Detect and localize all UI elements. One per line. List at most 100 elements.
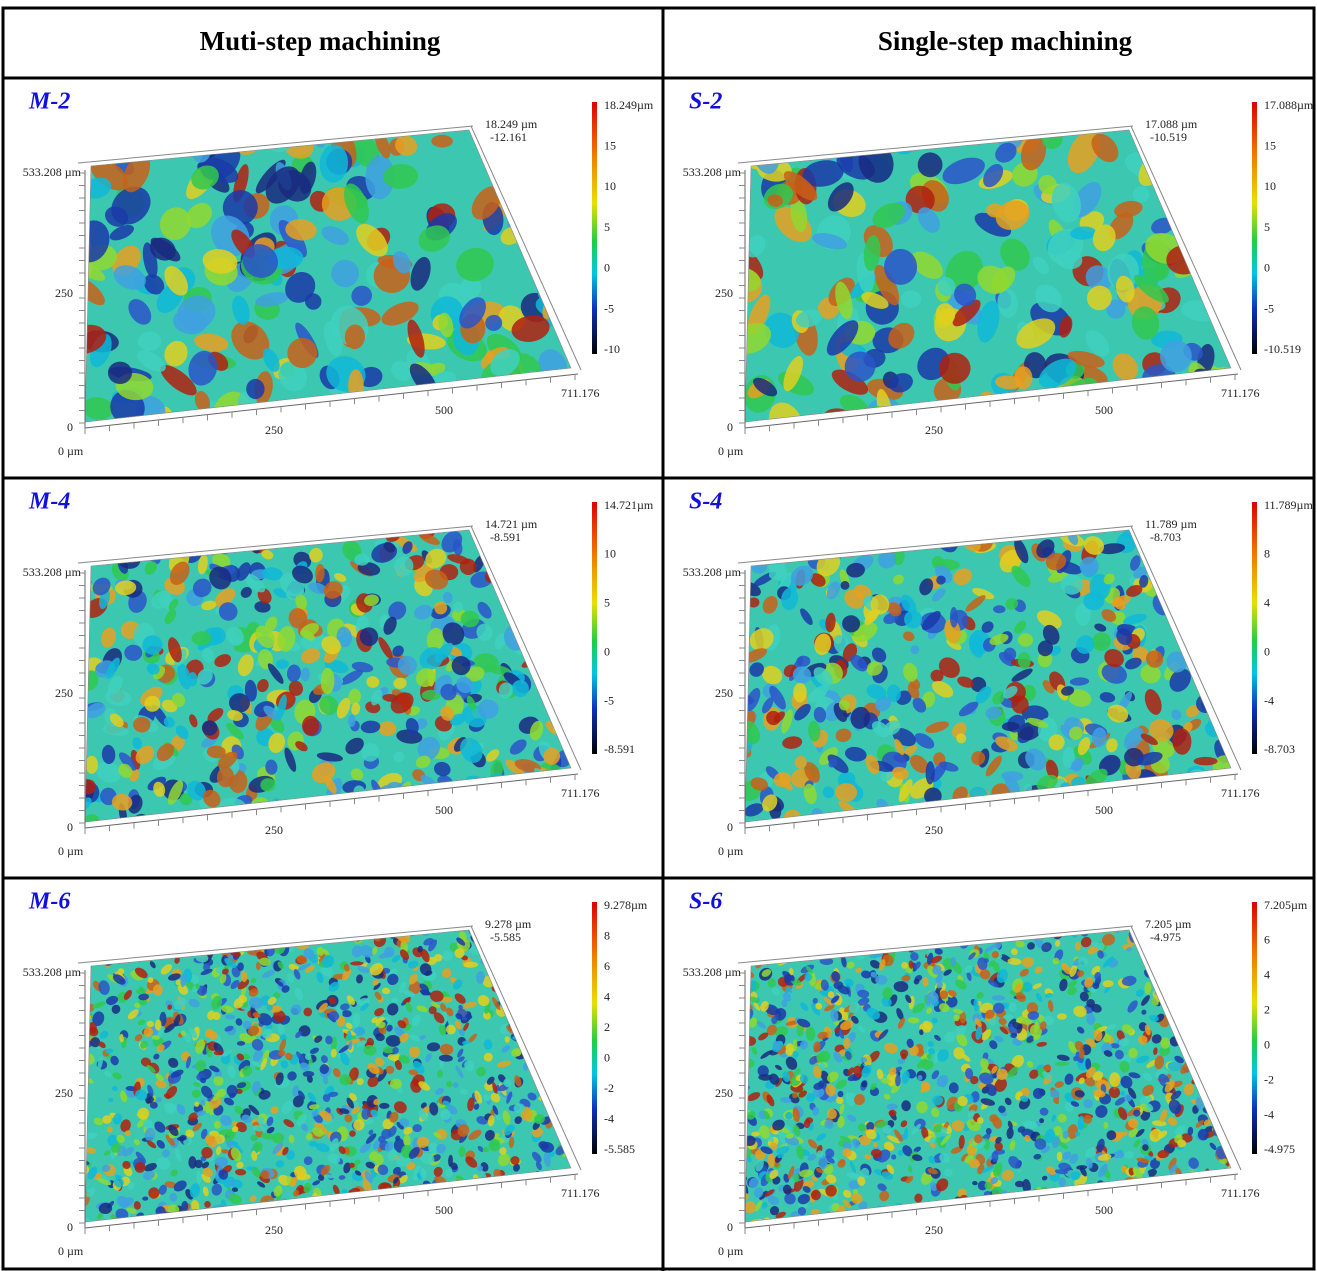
surface-feature	[150, 943, 161, 955]
surface-map	[737, 920, 1238, 1229]
surface-feature	[1223, 606, 1241, 630]
surface-feature	[496, 968, 507, 983]
surface-feature	[556, 979, 565, 989]
surface-feature	[531, 941, 543, 951]
surface-feature	[916, 1101, 927, 1113]
surface-feature	[1075, 1212, 1085, 1223]
y-axis-label: 250	[715, 686, 733, 700]
surface-feature	[942, 1216, 954, 1228]
surface-feature	[922, 1201, 933, 1211]
surface-feature	[550, 1004, 564, 1018]
surface-feature	[1214, 1039, 1222, 1050]
surface-feature	[1173, 951, 1185, 965]
surface-feature	[1181, 984, 1195, 997]
surface-feature	[554, 923, 565, 936]
surface-feature	[1179, 951, 1192, 964]
surface-feature	[520, 987, 528, 997]
colorbar-label: -10	[604, 342, 620, 356]
surface-feature	[882, 938, 893, 948]
surface-feature	[777, 531, 786, 542]
surface-feature	[551, 1113, 556, 1123]
y-axis-label: 533.208 µm	[683, 565, 742, 579]
surface-feature	[89, 952, 97, 960]
surface-feature	[905, 125, 928, 147]
surface-feature	[550, 1060, 565, 1074]
colorbar	[1252, 902, 1257, 1154]
surface-feature	[551, 218, 582, 252]
x-axis-label: 250	[925, 823, 943, 837]
surface-feature	[182, 939, 194, 950]
surface-feature	[1093, 1189, 1104, 1203]
surface-feature	[384, 1202, 396, 1211]
surface-feature	[825, 944, 831, 952]
x-axis-label: 0 µm	[718, 1244, 744, 1258]
surface-feature	[520, 1002, 538, 1020]
colorbar-label: -5	[1264, 301, 1274, 315]
surface-feature	[525, 957, 539, 971]
surface-feature	[503, 1186, 518, 1195]
surface-feature	[529, 1172, 544, 1188]
surface-feature	[501, 1193, 511, 1207]
surface-feature	[178, 942, 188, 953]
surface-feature	[788, 518, 811, 547]
surface-feature	[538, 947, 546, 955]
surface-feature	[530, 1211, 537, 1217]
surface-feature	[1153, 950, 1172, 968]
surface-feature	[887, 805, 913, 830]
surface-feature	[279, 926, 285, 933]
x-axis-label: 250	[925, 423, 943, 437]
surface-feature	[532, 1050, 542, 1058]
surface-feature	[842, 926, 857, 935]
z-min-label: -12.161	[490, 130, 527, 144]
surface-feature	[991, 920, 1007, 937]
colorbar-label: 5	[604, 596, 610, 610]
surface-feature	[406, 1202, 414, 1209]
surface-feature	[484, 1214, 497, 1221]
surface-feature	[878, 517, 904, 542]
surface-feature	[542, 949, 552, 959]
surface-feature	[507, 165, 536, 194]
surface-feature	[549, 560, 573, 585]
surface-feature	[519, 961, 527, 968]
x-axis-label: 711.176	[561, 786, 600, 800]
surface-feature	[979, 1210, 988, 1226]
surface-feature	[959, 934, 966, 942]
surface-feature	[438, 783, 459, 804]
surface-feature	[1185, 961, 1200, 976]
surface-feature	[1199, 375, 1224, 400]
surface-feature	[349, 929, 357, 936]
surface-feature	[1143, 404, 1166, 430]
surface-feature	[431, 135, 453, 148]
surface-feature	[1055, 1191, 1061, 1204]
surface-feature	[223, 934, 236, 947]
surface-feature	[1220, 996, 1235, 1007]
surface-feature	[1201, 964, 1213, 978]
surface-feature	[1200, 923, 1207, 938]
colorbar-label: 14.721µm	[604, 498, 654, 512]
x-axis-label: 0 µm	[718, 844, 744, 858]
surface-feature	[794, 521, 816, 544]
surface-feature	[1181, 990, 1194, 1002]
surface-feature	[388, 1205, 393, 1213]
surface-feature	[178, 518, 204, 538]
surface-feature	[554, 699, 583, 729]
surface-feature	[891, 933, 899, 940]
surface-feature	[819, 933, 824, 939]
surface-feature	[556, 978, 566, 986]
surface-feature	[514, 971, 524, 986]
colorbar-label: 6	[604, 959, 610, 973]
surface-feature	[1197, 1019, 1209, 1035]
surface-feature	[1122, 1181, 1135, 1194]
panel: 533.208 µm25000 µm250500711.17614.721 µm…	[23, 489, 654, 858]
x-axis-label: 500	[1095, 403, 1113, 417]
surface-feature	[481, 937, 489, 946]
surface-feature	[472, 1205, 485, 1220]
surface-feature	[748, 119, 778, 149]
surface-feature	[1188, 1207, 1198, 1217]
surface-feature	[100, 947, 110, 956]
surface-feature	[942, 1210, 952, 1220]
surface-feature	[533, 569, 551, 593]
surface-feature	[387, 1210, 395, 1218]
x-axis-label: 500	[435, 1203, 453, 1217]
surface-feature	[1196, 1033, 1203, 1041]
